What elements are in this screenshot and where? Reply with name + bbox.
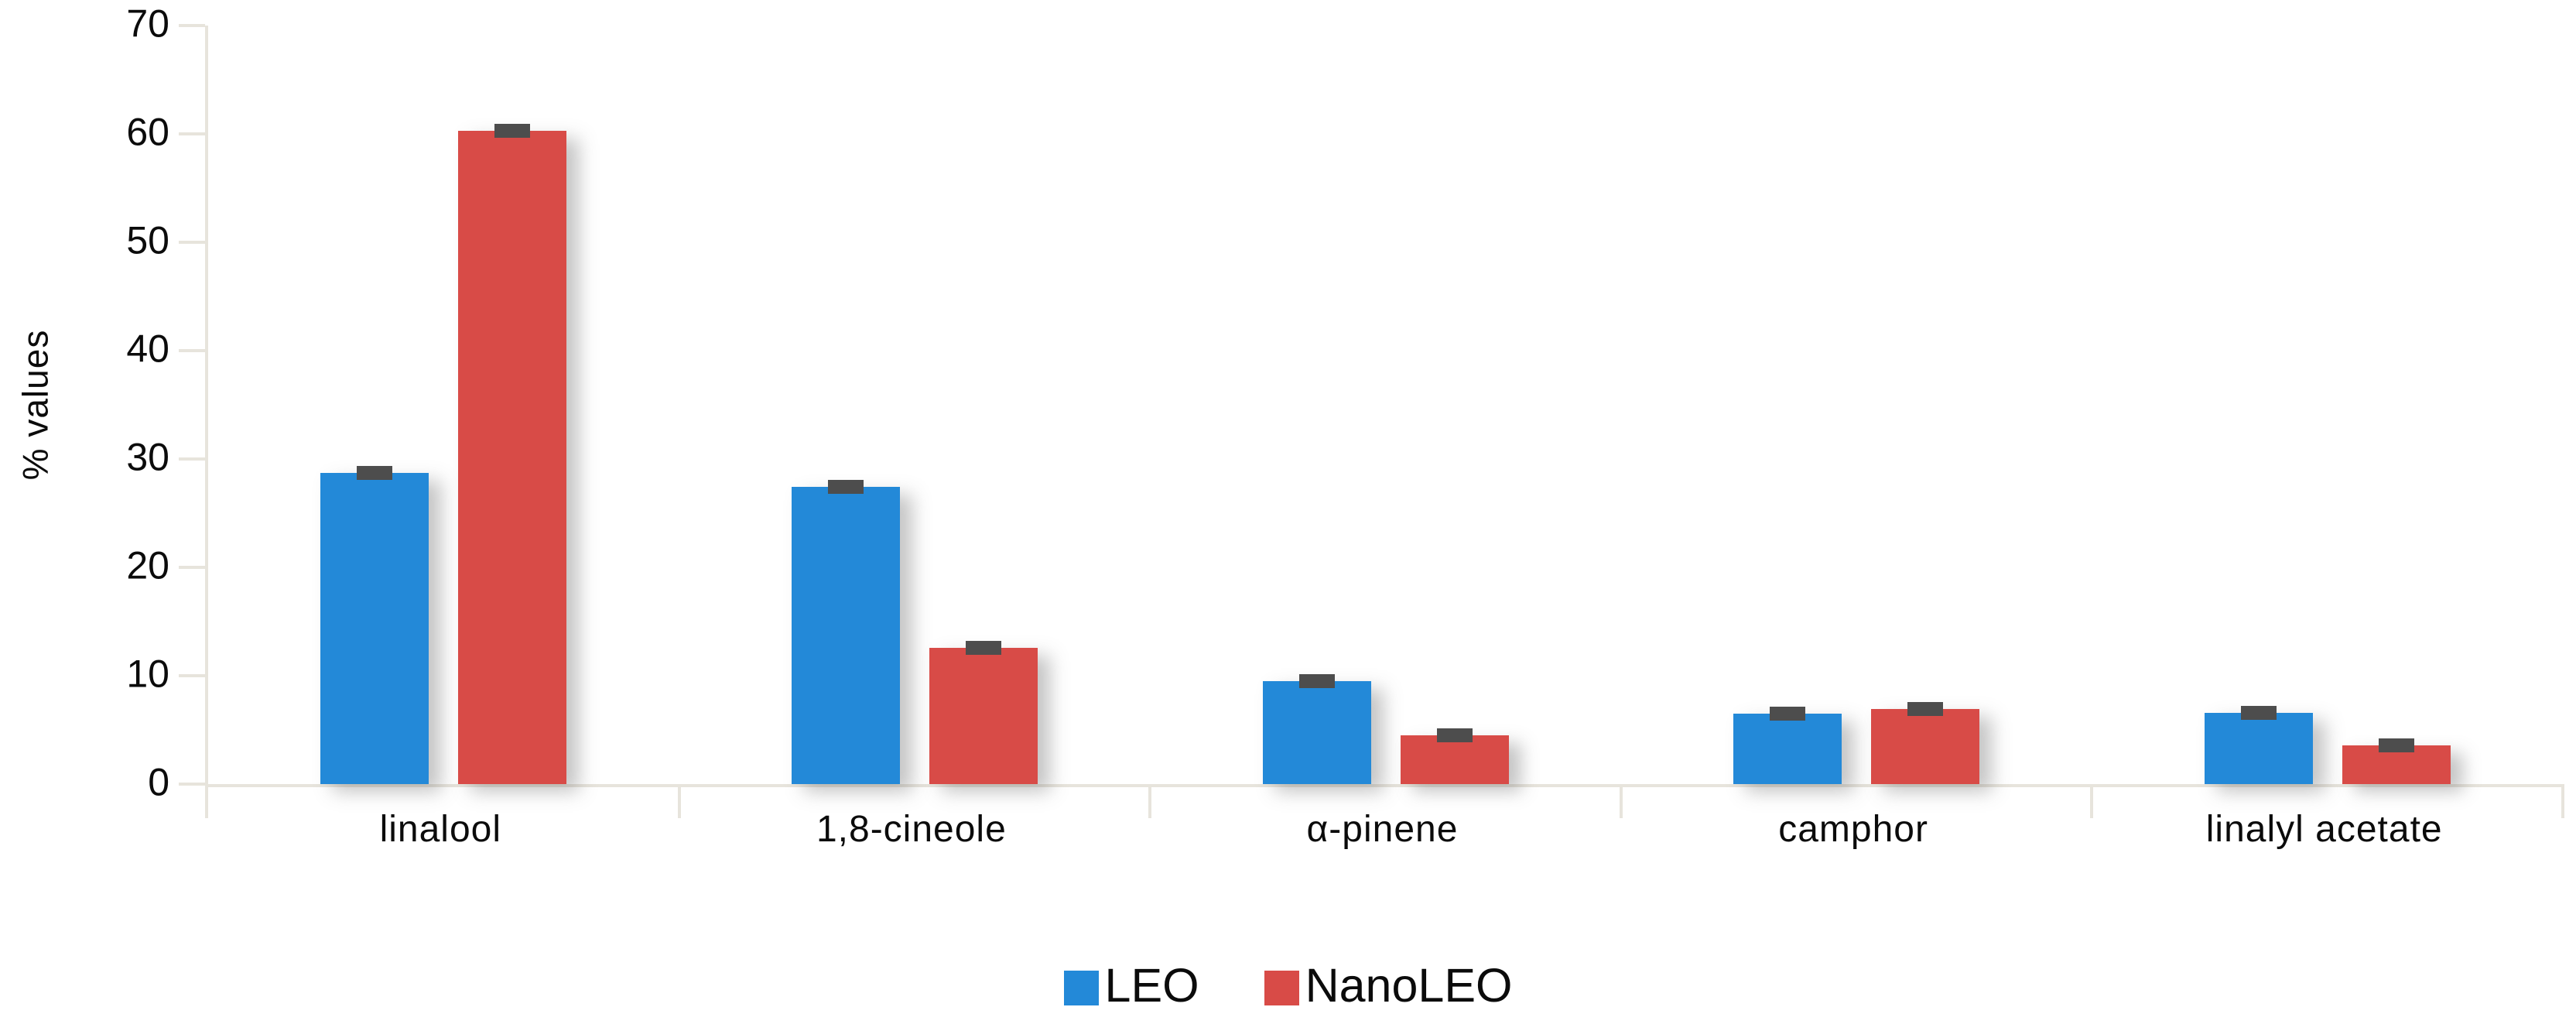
- legend-swatch-leo: [1063, 970, 1099, 1005]
- y-tick-label-10: 10: [126, 652, 169, 696]
- y-tick-40: [179, 349, 205, 352]
- legend-item-nanoleo: NanoLEO: [1264, 958, 1513, 1012]
- x-tick-label-linalyl-acetate: linalyl acetate: [2205, 809, 2443, 850]
- x-tick-label-camphor: camphor: [1778, 809, 1928, 850]
- x-tick-label-linalool: linalool: [379, 809, 502, 850]
- error-bar-nanoleo-linalyl-acetate: [2378, 738, 2414, 752]
- bar-leo-linalool: [320, 473, 429, 784]
- y-tick-50: [179, 241, 205, 244]
- plot-area: 0 10 20 30 40 50 60 70: [126, 2, 2564, 818]
- x-axis-boundary-tick: [2561, 784, 2564, 818]
- legend: LEO NanoLEO: [0, 958, 2576, 1012]
- error-bar-leo-alpha-pinene: [1298, 674, 1335, 688]
- legend-swatch-nanoleo: [1264, 970, 1299, 1005]
- bar-nanoleo-alpha-pinene: [1400, 735, 1509, 784]
- y-tick-30: [179, 457, 205, 461]
- legend-label-nanoleo: NanoLEO: [1305, 959, 1513, 1012]
- x-axis-labels: linalool 1,8-cineole α-pinene camphor linaly…: [205, 808, 2560, 862]
- y-tick-10: [179, 674, 205, 677]
- x-axis-boundary-tick: [205, 784, 208, 818]
- bar-leo-1-8-cineole: [791, 487, 900, 784]
- y-tick-label-20: 20: [126, 543, 169, 587]
- y-tick-label-0: 0: [148, 760, 169, 804]
- x-axis-boundary-tick: [1620, 784, 1623, 818]
- y-tick-label-60: 60: [126, 110, 169, 154]
- y-tick-20: [179, 566, 205, 569]
- y-tick-label-40: 40: [126, 327, 169, 371]
- bar-nanoleo-camphor: [1871, 709, 1980, 784]
- error-bar-leo-linalyl-acetate: [2240, 705, 2277, 720]
- x-axis-boundary-tick: [2090, 784, 2093, 818]
- error-bar-leo-linalool: [357, 466, 393, 481]
- bar-leo-camphor: [1733, 714, 1842, 784]
- error-bar-nanoleo-1-8-cineole: [965, 640, 1001, 655]
- bar-leo-alpha-pinene: [1262, 681, 1371, 784]
- error-bar-nanoleo-linalool: [494, 123, 531, 138]
- y-tick-label-70: 70: [126, 2, 169, 46]
- error-bar-nanoleo-alpha-pinene: [1436, 728, 1473, 742]
- legend-label-leo: LEO: [1104, 959, 1199, 1012]
- legend-item-leo: LEO: [1063, 958, 1199, 1012]
- error-bar-leo-1-8-cineole: [827, 480, 864, 495]
- x-tick-label-1-8-cineole: 1,8-cineole: [816, 809, 1007, 850]
- bar-leo-linalyl-acetate: [2204, 712, 2313, 784]
- y-tick-label-30: 30: [126, 435, 169, 479]
- x-tick-label-alpha-pinene: α-pinene: [1306, 809, 1459, 850]
- bar-nanoleo-linalool: [458, 130, 567, 784]
- y-tick-0: [179, 783, 205, 786]
- y-tick-70: [179, 24, 205, 27]
- x-axis-boundary-tick: [678, 784, 681, 818]
- bar-nanoleo-1-8-cineole: [929, 647, 1038, 784]
- x-axis-boundary-tick: [1148, 784, 1151, 818]
- y-tick-label-50: 50: [126, 218, 169, 262]
- error-bar-nanoleo-camphor: [1907, 702, 1944, 717]
- error-bar-leo-camphor: [1770, 707, 1806, 721]
- y-tick-60: [179, 132, 205, 135]
